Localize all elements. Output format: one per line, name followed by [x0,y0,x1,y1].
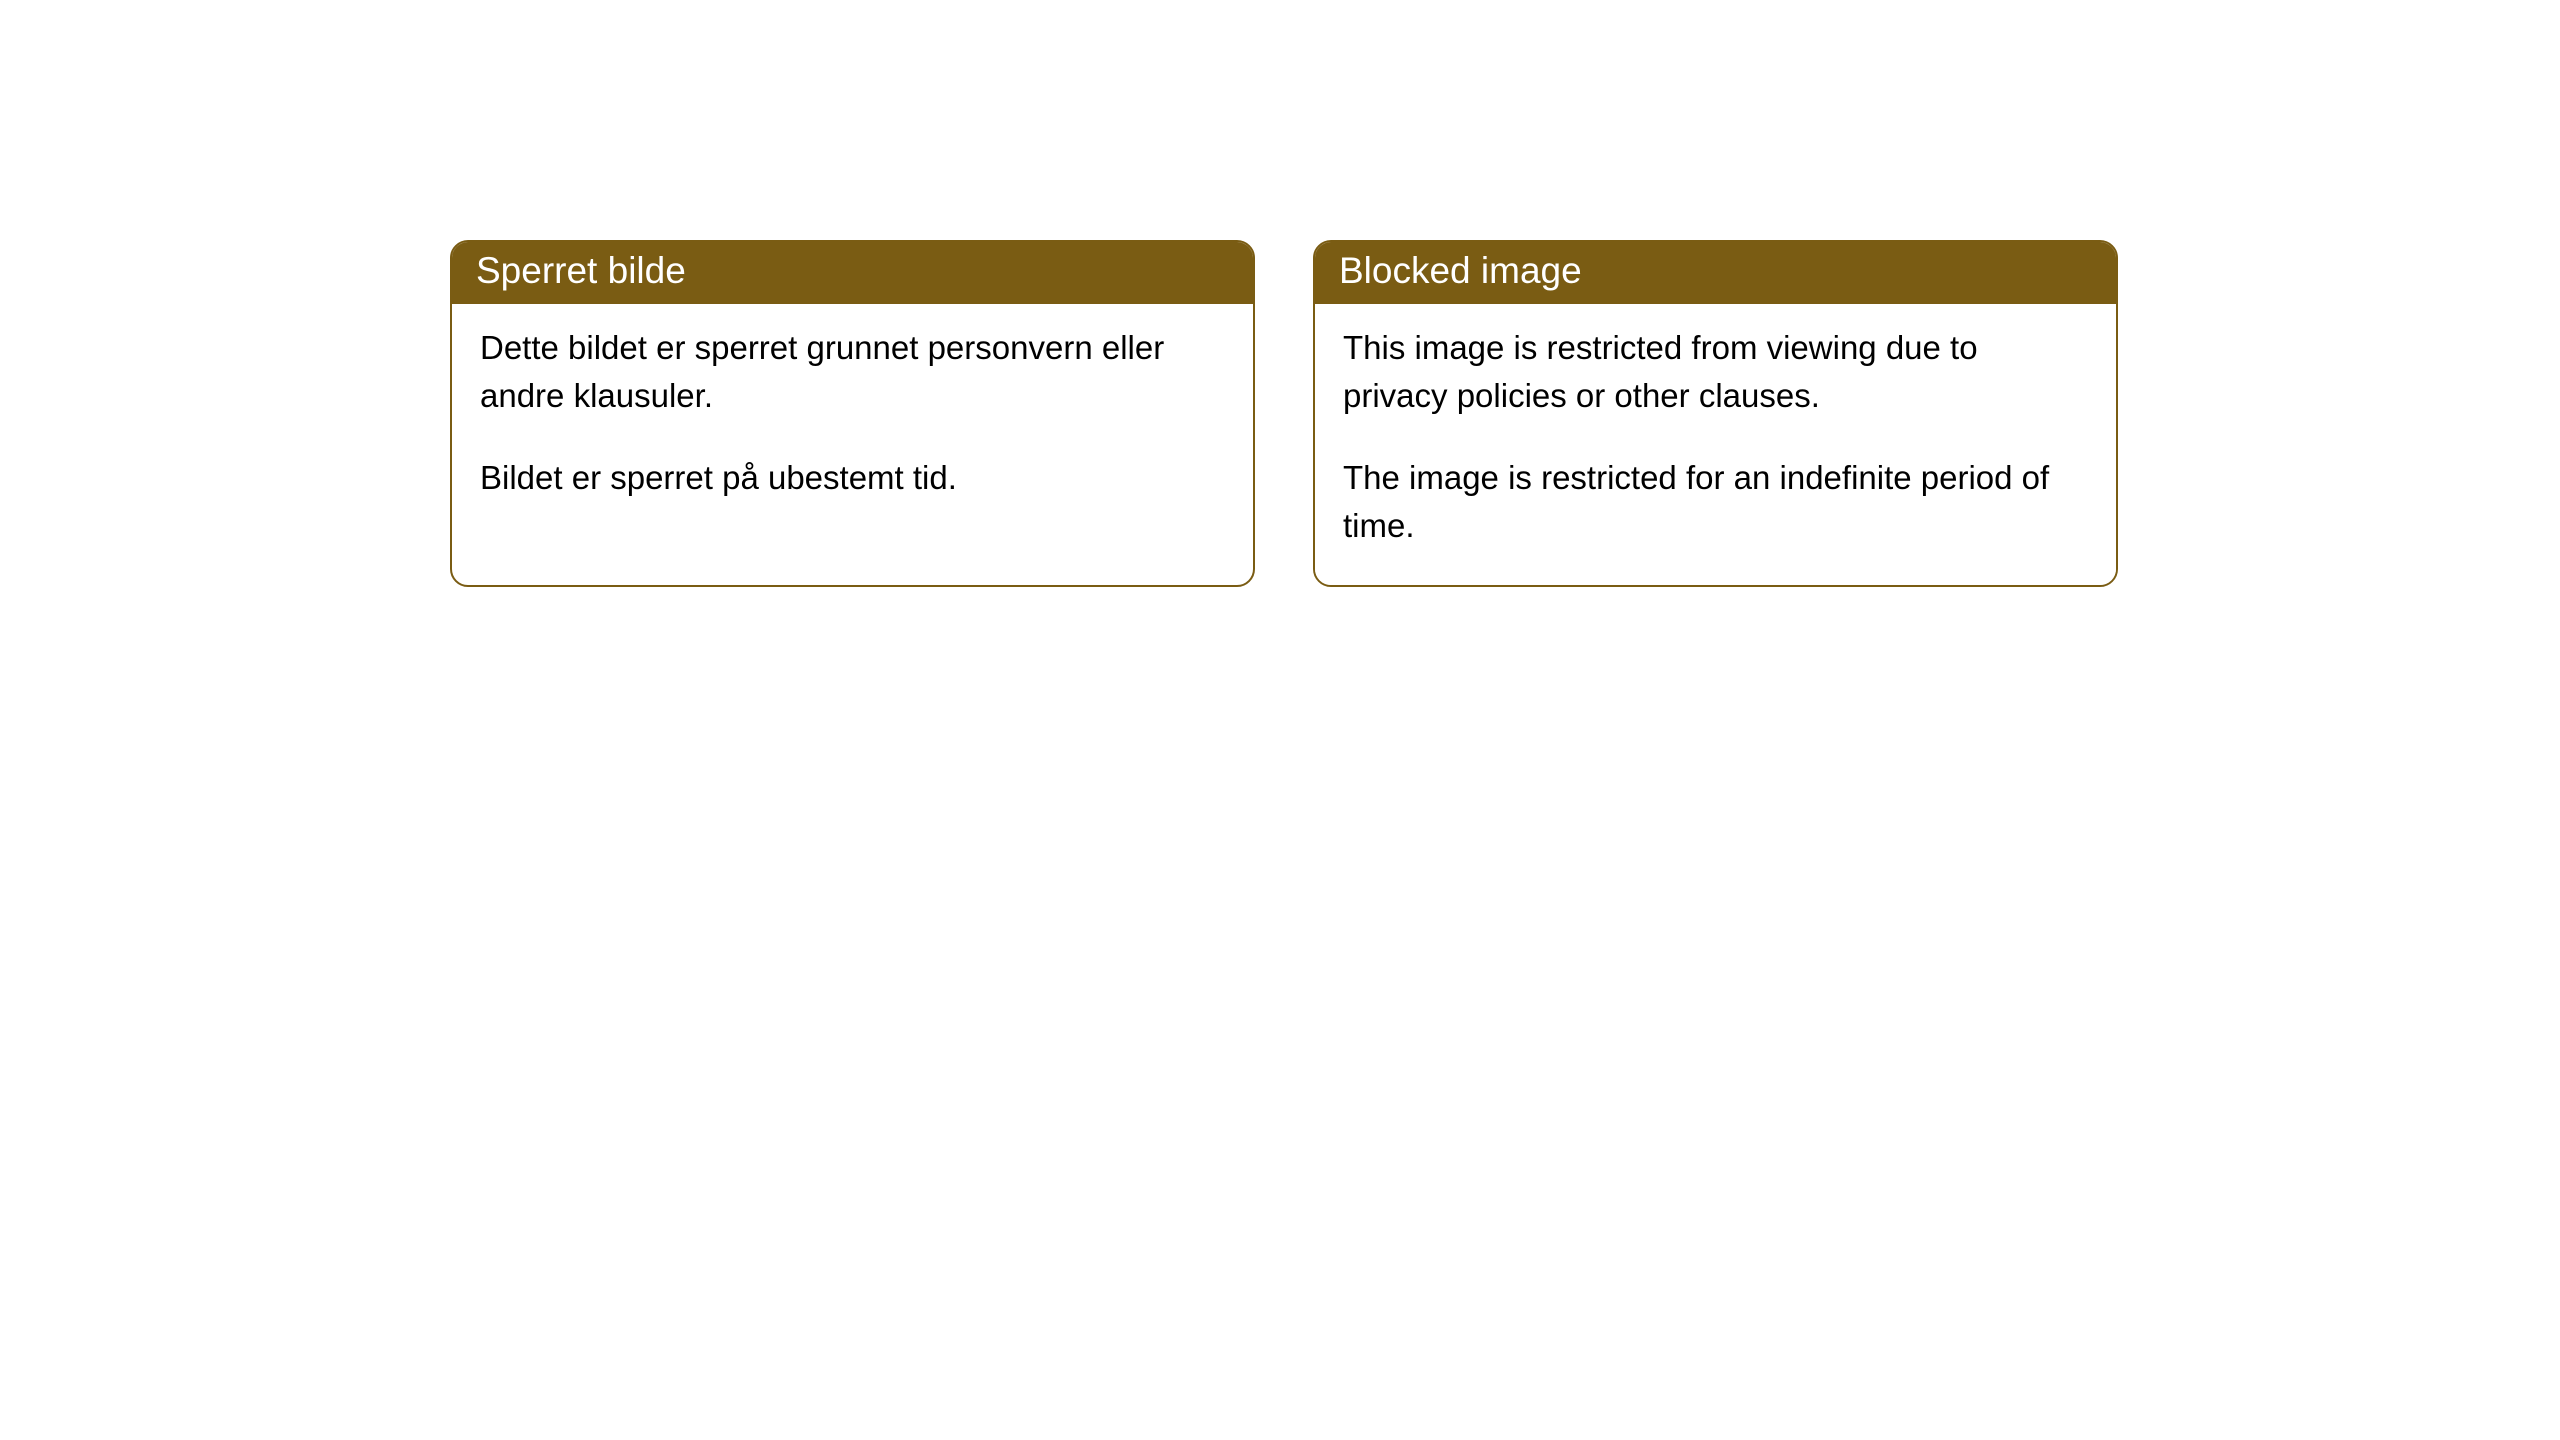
card-body: Dette bildet er sperret grunnet personve… [452,304,1253,538]
card-title: Sperret bilde [452,242,1253,304]
cards-container: Sperret bilde Dette bildet er sperret gr… [0,0,2560,587]
card-paragraph: This image is restricted from viewing du… [1343,324,2088,420]
card-title: Blocked image [1315,242,2116,304]
card-paragraph: Bildet er sperret på ubestemt tid. [480,454,1225,502]
card-body: This image is restricted from viewing du… [1315,304,2116,585]
card-paragraph: The image is restricted for an indefinit… [1343,454,2088,550]
blocked-image-card-english: Blocked image This image is restricted f… [1313,240,2118,587]
card-paragraph: Dette bildet er sperret grunnet personve… [480,324,1225,420]
blocked-image-card-norwegian: Sperret bilde Dette bildet er sperret gr… [450,240,1255,587]
